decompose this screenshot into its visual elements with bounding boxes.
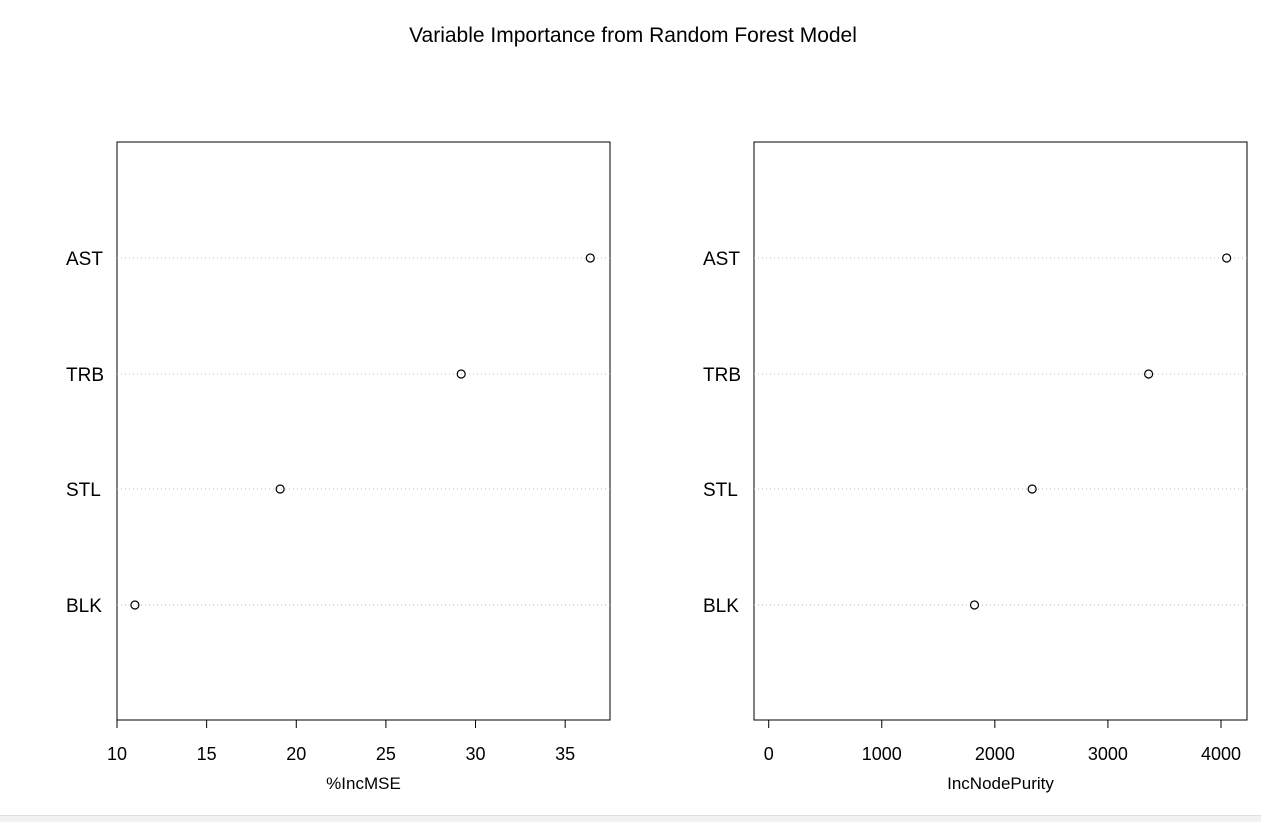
data-point-trb xyxy=(456,369,466,379)
x-tick-label: 1000 xyxy=(862,744,902,764)
panel-inc-node-purity: AST TRB STL BLK 0 1000 2000 3000 4000 IncNodePuri… xyxy=(703,141,1248,793)
data-point-trb xyxy=(1144,369,1154,379)
chart-title: Variable Importance from Random Forest M… xyxy=(409,24,857,47)
x-tick-label: 25 xyxy=(376,744,396,764)
data-point-stl xyxy=(1027,484,1037,494)
data-point-ast xyxy=(1222,253,1232,263)
data-point-blk xyxy=(969,600,980,610)
category-label-ast: AST xyxy=(66,249,103,270)
x-tick-label: 20 xyxy=(286,744,306,764)
data-point-blk xyxy=(130,600,140,610)
plot-frame xyxy=(116,141,611,721)
x-tick-label: 4000 xyxy=(1201,744,1241,764)
x-axis-title: IncNodePurity xyxy=(947,774,1054,793)
x-tick-label: 3000 xyxy=(1088,744,1128,764)
x-axis-title: %IncMSE xyxy=(326,774,401,793)
category-label-trb: TRB xyxy=(66,365,104,386)
panel-inc-mse: AST TRB STL BLK 10 15 20 25 30 35 %IncMSE xyxy=(66,141,611,793)
category-label-blk: BLK xyxy=(66,596,102,617)
x-tick-label: 15 xyxy=(197,744,217,764)
data-point-stl xyxy=(275,484,285,494)
x-tick-label: 35 xyxy=(555,744,575,764)
x-tick-label: 10 xyxy=(107,744,127,764)
category-label-trb: TRB xyxy=(703,365,741,386)
category-label-blk: BLK xyxy=(703,596,739,617)
window-bottom-edge xyxy=(0,815,1261,822)
x-tick-label: 0 xyxy=(764,744,774,764)
category-label-ast: AST xyxy=(703,249,740,270)
x-tick-label: 30 xyxy=(466,744,486,764)
plot-frame xyxy=(753,141,1248,721)
x-tick-label: 2000 xyxy=(975,744,1015,764)
data-point-ast xyxy=(585,253,595,263)
category-label-stl: STL xyxy=(703,480,738,501)
category-label-stl: STL xyxy=(66,480,101,501)
